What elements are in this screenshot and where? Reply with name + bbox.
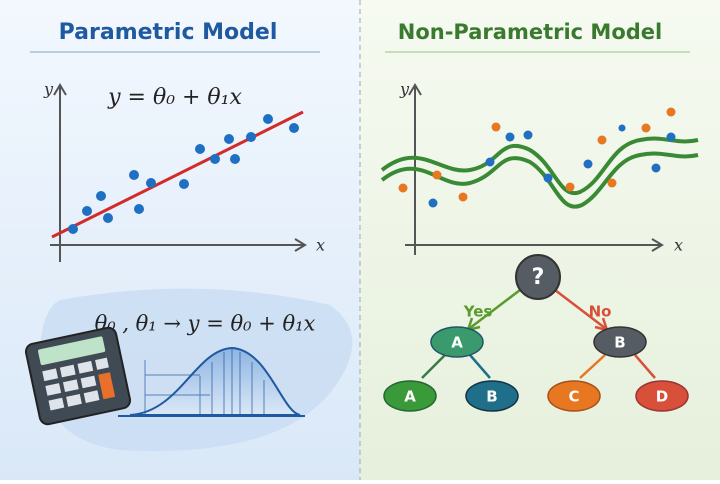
tree-node (593, 326, 647, 358)
tree-node (547, 380, 601, 412)
node-label: ? (532, 265, 545, 290)
tree-node (383, 380, 437, 412)
node-label: B (486, 388, 497, 406)
bottom-formula: θ₀ , θ₁ → y = θ₀ + θ₁x (95, 312, 316, 336)
edge-label: No (589, 303, 612, 321)
right-title: Non-Parametric Model (398, 20, 662, 44)
tree-node (465, 380, 519, 412)
node-label: D (656, 388, 668, 406)
y-label: y (399, 80, 410, 99)
x-label: x (674, 236, 683, 255)
node-label: A (404, 388, 416, 406)
edge-label: Yes (463, 303, 493, 321)
node-label: C (568, 388, 579, 406)
y-label: y (43, 80, 54, 99)
node-label: A (451, 334, 463, 352)
node-label: B (614, 334, 625, 352)
calculator (24, 326, 132, 426)
points (398, 107, 676, 208)
root-node (515, 254, 561, 300)
hist-lines (144, 348, 265, 415)
regression-line (51, 110, 304, 239)
left-title: Parametric Model (59, 20, 278, 45)
tree-node (635, 380, 689, 412)
tree-node (430, 326, 484, 358)
formula: y = θ₀ + θ₁x (107, 85, 242, 110)
x-label: x (316, 236, 325, 255)
points (68, 114, 299, 234)
